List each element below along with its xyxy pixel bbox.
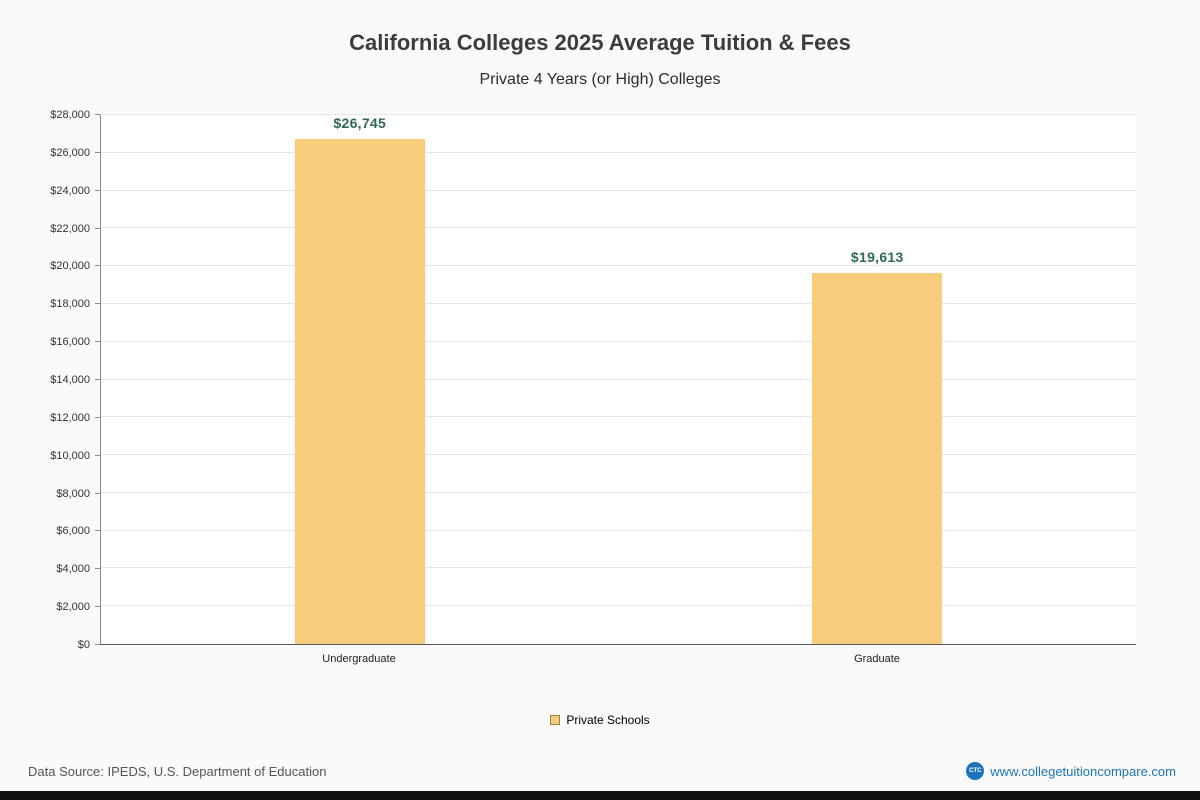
site-link[interactable]: CTC www.collegetuitioncompare.com: [966, 762, 1176, 780]
y-tick-mark: [95, 227, 100, 229]
y-tick-mark: [95, 151, 100, 153]
y-tick-mark: [95, 606, 100, 608]
legend: Private Schools: [0, 713, 1200, 727]
y-tick-mark: [95, 492, 100, 494]
gridline: [101, 151, 1136, 153]
plot-area: $26,745 $19,613: [100, 114, 1136, 645]
gridline: [101, 454, 1136, 456]
y-tick-label: $4,000: [56, 563, 90, 576]
y-tick-mark: [95, 189, 100, 191]
bars: $26,745 $19,613: [101, 115, 1136, 644]
y-tick-label: $6,000: [56, 525, 90, 538]
ctc-logo-icon: CTC: [966, 762, 985, 780]
bar-undergraduate: [294, 138, 425, 644]
bar-value-label: $26,745: [333, 114, 387, 131]
y-tick-mark: [95, 379, 100, 380]
data-source-text: Data Source: IPEDS, U.S. Department of E…: [28, 763, 327, 779]
legend-label: Private Schools: [566, 713, 650, 727]
y-tick-mark: [95, 644, 100, 645]
bottom-bar: [0, 791, 1200, 800]
y-tick-label: $2,000: [56, 601, 90, 614]
gridline: [101, 491, 1136, 493]
gridline: [101, 529, 1136, 531]
y-tick-mark: [95, 530, 100, 532]
footer: Data Source: IPEDS, U.S. Department of E…: [28, 762, 1176, 780]
chart-title: California Colleges 2025 Average Tuition…: [349, 30, 851, 55]
chart-subtitle: Private 4 Years (or High) Colleges: [479, 71, 721, 88]
y-tick-label: $14,000: [50, 374, 90, 386]
y-tick-label: $20,000: [50, 260, 90, 273]
y-tick-label: $18,000: [50, 298, 90, 311]
legend-swatch-icon: [550, 715, 561, 725]
y-tick-mark: [95, 568, 100, 570]
gridline: [101, 227, 1136, 229]
site-url: www.collegetuitioncompare.com: [990, 763, 1176, 779]
y-tick-mark: [95, 416, 100, 418]
y-tick-mark: [95, 114, 100, 115]
y-tick-label: $8,000: [56, 487, 90, 500]
y-tick-label: $12,000: [50, 411, 90, 424]
y-tick-mark: [95, 265, 100, 267]
gridline: [101, 605, 1136, 607]
gridline: [101, 189, 1136, 191]
y-tick-label: $24,000: [50, 184, 90, 197]
bar-value-label: $19,613: [850, 249, 904, 266]
bar-graduate: [812, 273, 943, 644]
gridline: [101, 567, 1136, 569]
gridline: [101, 340, 1136, 342]
gridline: [101, 378, 1136, 380]
gridline: [101, 265, 1136, 267]
y-tick-label: $16,000: [50, 336, 90, 349]
y-tick-label: $26,000: [50, 146, 90, 159]
x-axis-labels: Undergraduate Graduate: [100, 653, 1136, 665]
y-tick-mark: [95, 303, 100, 305]
x-axis-label: Undergraduate: [322, 653, 396, 665]
gridline: [101, 416, 1136, 418]
y-tick-label: $0: [77, 639, 90, 651]
bar-chart: $0 $2,000 $4,000 $6,000 $8,000 $10,000 $12,000…: [44, 109, 1136, 651]
bar-slot: $19,613: [619, 115, 1137, 644]
x-axis-label: Graduate: [854, 653, 900, 665]
y-tick-mark: [95, 341, 100, 343]
y-tick-label: $28,000: [50, 109, 90, 121]
y-tick-mark: [95, 454, 100, 456]
y-tick-label: $10,000: [50, 449, 90, 462]
bar-slot: $26,745: [101, 115, 619, 644]
gridline: [101, 114, 1136, 115]
gridline: [101, 302, 1136, 304]
y-tick-label: $22,000: [50, 222, 90, 235]
y-axis: $0 $2,000 $4,000 $6,000 $8,000 $10,000 $12,000…: [44, 109, 100, 651]
